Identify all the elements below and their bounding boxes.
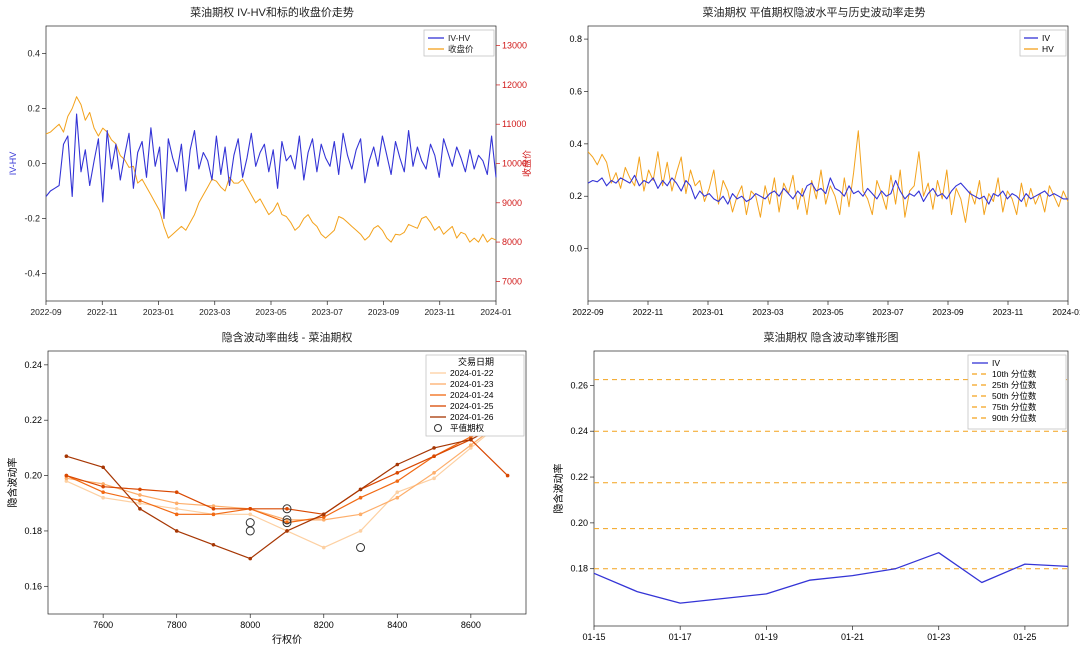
svg-text:2023-09: 2023-09 (932, 307, 963, 317)
svg-text:01-25: 01-25 (1013, 632, 1036, 642)
svg-text:2023-07: 2023-07 (872, 307, 903, 317)
svg-text:2023-01: 2023-01 (692, 307, 723, 317)
chart-vol-cone: 菜油期权 隐含波动率锥形图 0.18 0.20 0.22 0.24 0.26 01-15 01… (546, 329, 1080, 648)
svg-text:2024-01: 2024-01 (480, 307, 511, 317)
svg-text:0.2: 0.2 (569, 191, 582, 201)
svg-text:01-21: 01-21 (841, 632, 864, 642)
svg-text:2024-01-24: 2024-01-24 (450, 390, 494, 400)
svg-text:2023-09: 2023-09 (368, 307, 399, 317)
panel-iv-hv-price: 菜油期权 IV-HV和标的收盘价走势 -0.4 -0.2 0.0 0.2 0.4 7000 8… (4, 4, 540, 323)
svg-text:HV: HV (1042, 44, 1054, 54)
svg-text:2022-09: 2022-09 (30, 307, 61, 317)
svg-text:0.22: 0.22 (570, 472, 588, 482)
svg-text:2023-05: 2023-05 (255, 307, 286, 317)
svg-text:0.18: 0.18 (24, 526, 42, 536)
panel-vol-cone: 菜油期权 隐含波动率锥形图 0.18 0.20 0.22 0.24 0.26 01-15 01… (546, 329, 1080, 648)
svg-text:0.2: 0.2 (27, 104, 40, 114)
svg-text:11000: 11000 (502, 119, 526, 129)
svg-text:2024-01-22: 2024-01-22 (450, 368, 494, 378)
svg-text:IV: IV (992, 358, 1000, 368)
svg-text:隐含波动率: 隐含波动率 (6, 458, 19, 508)
svg-text:8000: 8000 (502, 237, 522, 247)
svg-text:2022-11: 2022-11 (633, 307, 664, 317)
svg-text:平值期权: 平值期权 (450, 423, 485, 433)
panel-iv-vs-hv: 菜油期权 平值期权隐波水平与历史波动率走势 0.0 0.2 0.4 0.6 0.8 2022… (546, 4, 1080, 323)
chart-title: 菜油期权 IV-HV和标的收盘价走势 (190, 5, 354, 19)
svg-text:0.24: 0.24 (570, 426, 588, 436)
svg-text:01-15: 01-15 (582, 632, 605, 642)
svg-text:-0.4: -0.4 (24, 269, 40, 279)
svg-text:2023-05: 2023-05 (812, 307, 843, 317)
svg-text:0.20: 0.20 (570, 518, 588, 528)
svg-text:2024-01-23: 2024-01-23 (450, 379, 494, 389)
chart-title: 隐含波动率曲线 - 菜油期权 (222, 330, 353, 344)
svg-text:2023-11: 2023-11 (424, 307, 455, 317)
svg-text:8400: 8400 (387, 620, 407, 630)
svg-text:0.8: 0.8 (569, 34, 582, 44)
svg-text:90th 分位数: 90th 分位数 (992, 413, 1037, 423)
svg-text:8000: 8000 (240, 620, 260, 630)
svg-text:25th 分位数: 25th 分位数 (992, 380, 1037, 390)
svg-text:IV: IV (1042, 33, 1050, 43)
svg-text:13000: 13000 (502, 41, 527, 51)
svg-text:0.0: 0.0 (27, 159, 40, 169)
chart-iv-hv-price: 菜油期权 IV-HV和标的收盘价走势 -0.4 -0.2 0.0 0.2 0.4 7000 8… (4, 4, 540, 323)
panel-vol-smile: 隐含波动率曲线 - 菜油期权 0.16 0.18 0.20 0.22 0.24 7600 78… (4, 329, 540, 648)
svg-text:0.16: 0.16 (24, 581, 42, 591)
svg-text:收盘价: 收盘价 (521, 150, 532, 177)
svg-text:0.22: 0.22 (24, 415, 42, 425)
svg-text:-0.2: -0.2 (24, 214, 40, 224)
svg-text:01-19: 01-19 (755, 632, 778, 642)
svg-text:0.26: 0.26 (570, 380, 588, 390)
svg-text:75th 分位数: 75th 分位数 (992, 402, 1037, 412)
svg-text:2022-11: 2022-11 (87, 307, 118, 317)
svg-text:IV-HV: IV-HV (8, 152, 18, 176)
svg-text:8200: 8200 (314, 620, 334, 630)
svg-text:0.4: 0.4 (569, 139, 582, 149)
svg-text:2024-01-26: 2024-01-26 (450, 412, 494, 422)
svg-text:交易日期: 交易日期 (458, 356, 494, 367)
svg-text:9000: 9000 (502, 198, 522, 208)
svg-text:IV-HV: IV-HV (448, 33, 471, 43)
svg-text:0.6: 0.6 (569, 86, 582, 96)
svg-text:8600: 8600 (461, 620, 481, 630)
svg-text:2024-01: 2024-01 (1052, 307, 1080, 317)
svg-text:0.20: 0.20 (24, 471, 42, 481)
chart-title: 菜油期权 平值期权隐波水平与历史波动率走势 (702, 5, 925, 19)
svg-text:50th 分位数: 50th 分位数 (992, 391, 1037, 401)
svg-text:01-23: 01-23 (927, 632, 950, 642)
svg-text:2023-01: 2023-01 (143, 307, 174, 317)
svg-text:收盘价: 收盘价 (448, 44, 474, 54)
svg-text:0.4: 0.4 (27, 49, 40, 59)
svg-text:2023-03: 2023-03 (199, 307, 230, 317)
svg-text:0.18: 0.18 (570, 564, 588, 574)
svg-text:2023-07: 2023-07 (312, 307, 343, 317)
chart-vol-smile: 隐含波动率曲线 - 菜油期权 0.16 0.18 0.20 0.22 0.24 7600 78… (4, 329, 540, 648)
charts-grid: 菜油期权 IV-HV和标的收盘价走势 -0.4 -0.2 0.0 0.2 0.4 7000 8… (4, 4, 1076, 642)
chart-iv-hv: 菜油期权 平值期权隐波水平与历史波动率走势 0.0 0.2 0.4 0.6 0.8 2022… (546, 4, 1080, 323)
svg-text:0.24: 0.24 (24, 360, 42, 370)
svg-text:2023-03: 2023-03 (752, 307, 783, 317)
svg-text:2024-01-25: 2024-01-25 (450, 401, 494, 411)
svg-text:12000: 12000 (502, 80, 527, 90)
svg-text:行权价: 行权价 (272, 633, 302, 646)
svg-text:7800: 7800 (167, 620, 187, 630)
svg-text:10th 分位数: 10th 分位数 (992, 369, 1037, 379)
chart-title: 菜油期权 隐含波动率锥形图 (763, 330, 898, 344)
svg-text:隐含波动率: 隐含波动率 (552, 464, 565, 514)
svg-text:2023-11: 2023-11 (993, 307, 1024, 317)
svg-text:01-17: 01-17 (669, 632, 692, 642)
svg-text:7000: 7000 (502, 276, 522, 286)
svg-text:2022-09: 2022-09 (572, 307, 603, 317)
svg-text:0.0: 0.0 (569, 244, 582, 254)
svg-text:7600: 7600 (93, 620, 113, 630)
